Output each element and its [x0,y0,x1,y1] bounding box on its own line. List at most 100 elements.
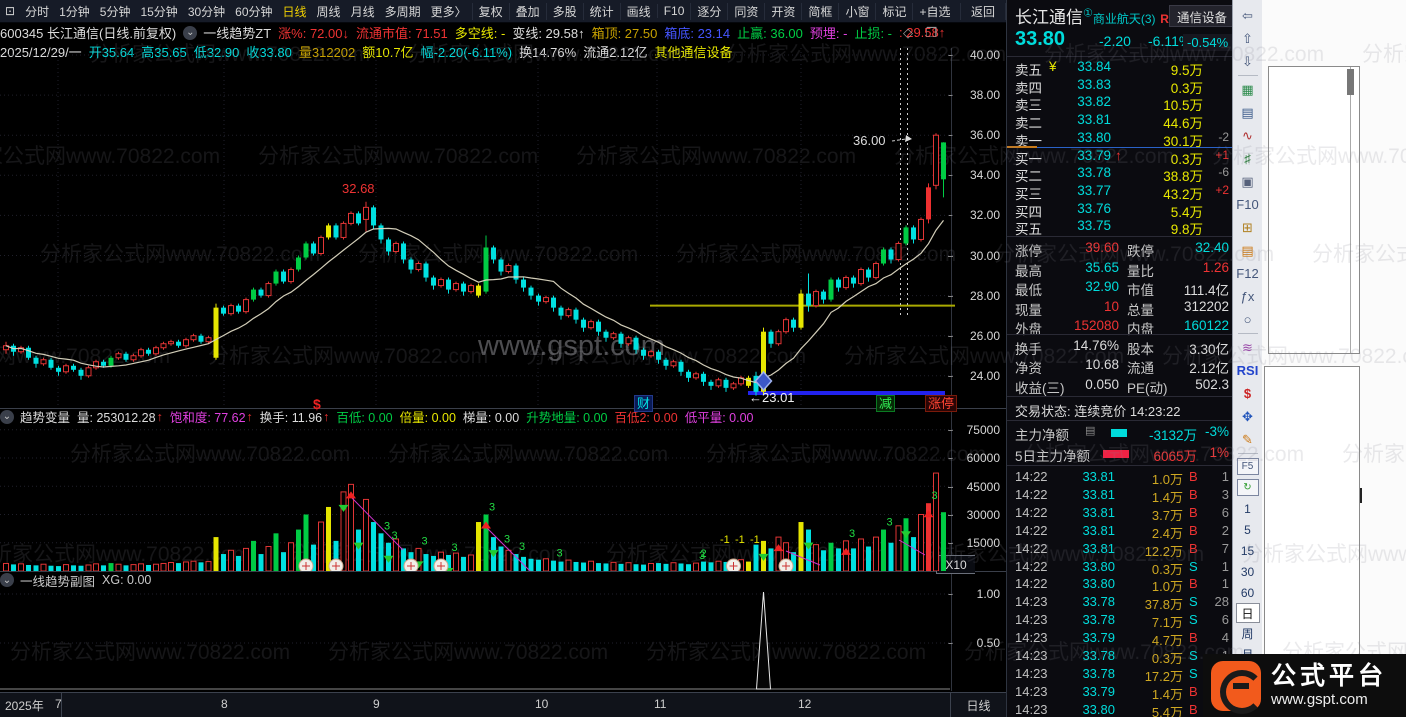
back-arrow-icon[interactable]: ⇦ [1242,7,1253,23]
formula-icon[interactable]: ƒx [1240,289,1255,304]
period-30[interactable]: 30 [1240,564,1255,579]
period-5[interactable]: 5 [1244,522,1251,537]
menu-period-分时[interactable]: 分时 [25,4,50,19]
quote-grid-icon[interactable]: ▤ [1241,104,1254,120]
menu-tool-逐分[interactable]: 逐分 [690,2,727,20]
info-segment: 流通市值: 71.51 [355,26,448,41]
pencil-icon[interactable]: ✎ [1242,431,1253,447]
price-change: -2.20 [1099,33,1131,49]
menu-period-30分钟[interactable]: 30分钟 [187,4,226,19]
month-label-8: 8 [221,697,228,711]
menu-tool-+自选[interactable]: +自选 [912,2,956,20]
period-15[interactable]: 15 [1240,543,1255,558]
menu-tool-F10[interactable]: F10 [656,4,691,18]
trend-line-icon[interactable]: ∿ [1242,127,1253,143]
menu-tool-小窗[interactable]: 小窗 [838,2,875,20]
menu-tool-复权[interactable]: 复权 [471,2,509,20]
menu-period-日线[interactable]: 日线 [282,4,307,19]
dollar-marker: $ [313,396,321,412]
multi-pane-icon[interactable]: ▣ [1241,173,1254,189]
volume-indicator-collapse-icon[interactable]: ⌄ [0,409,14,424]
axis-tick-label: 75000 [966,423,1000,437]
up-arrow-icon[interactable]: ⇧ [1242,30,1253,46]
period-day[interactable]: 日 [1235,603,1260,623]
period-60[interactable]: 60 [1240,585,1255,600]
back-button[interactable]: 返回 [959,2,1006,20]
menu-tool-开资[interactable]: 开资 [764,2,801,20]
info-segment: 涨%: 72.00↓ [278,26,349,41]
menu-period-多周期[interactable]: 多周期 [384,4,421,19]
main-candle-chart[interactable]: 32.68 36.00 ←23.01 [0,48,955,408]
current-period-label[interactable]: 日线 [950,693,1006,717]
indicator-collapse-icon[interactable]: ⌄ [183,25,198,40]
menu-period-更多〉[interactable]: 更多〉 [430,4,467,19]
sub-indicator-chart[interactable] [0,584,955,690]
right-dock [1262,0,1406,717]
menu-tool-画线[interactable]: 画线 [619,2,657,20]
dock-panel-top[interactable] [1268,66,1360,354]
pane-divider[interactable] [0,571,1006,572]
menu-tool-同资[interactable]: 同资 [727,2,764,20]
circle-icon[interactable]: ○ [1243,312,1252,327]
kline-icon[interactable]: ♯ [1244,151,1251,166]
indicator-segment: 饱和度: 77.62 [169,411,246,425]
f12-button[interactable]: F12 [1236,266,1259,281]
concept-tag[interactable]: 商业航天(3) [1092,12,1156,26]
info-segment: 止损: - [854,26,892,41]
rsi-button[interactable]: RSI [1236,363,1259,378]
move-icon[interactable]: ✥ [1242,408,1253,424]
info-segment: 额10.7亿 [362,45,414,60]
dock-scrollbar-thumb[interactable] [1347,69,1354,95]
menu-period-15分钟[interactable]: 15分钟 [140,4,178,19]
svg-text:3: 3 [422,535,428,547]
svg-text:-1: -1 [735,534,745,546]
diamond-icon[interactable]: ◇ [903,24,913,40]
ohlc-info-line: 2025/12/29/一 开35.64 高35.65 低32.90 收33.80 量312… [0,42,1006,61]
indicator-segment: 百低2: 0.00 [614,411,678,425]
period-1[interactable]: 1 [1244,501,1251,516]
menu-period-月线[interactable]: 月线 [350,4,375,19]
doc-icon[interactable]: ▤ [1241,242,1254,258]
dock-scrollbar[interactable] [1350,67,1351,353]
menu-tool-多股[interactable]: 多股 [545,2,583,20]
f10-button[interactable]: F10 [1236,197,1259,212]
menu-tool-统计[interactable]: 统计 [582,2,620,20]
menu-period-周线[interactable]: 周线 [316,4,341,19]
refresh-icon[interactable]: ↻ [1236,479,1259,496]
menu-period-60分钟[interactable]: 60分钟 [235,4,273,19]
month-label-7: 7 [55,697,62,711]
cai-marker: 财 [634,395,654,412]
wave-icon[interactable]: ≋ [1242,339,1253,355]
menu-tool-简框[interactable]: 简框 [801,2,838,20]
logo-url: www.gspt.com [1271,691,1368,709]
window-icon[interactable]: ⊡ [5,4,16,18]
menu-period-1分钟[interactable]: 1分钟 [59,4,90,19]
sector-badge[interactable]: 通信设备 [1169,5,1235,27]
f5-button[interactable]: F5 [1236,458,1259,475]
gspt-logo-icon [1211,660,1264,714]
money-icon[interactable]: $ [1243,386,1252,401]
indicator-segment: 梯量: 0.00 [462,411,520,425]
menu-tool-标记[interactable]: 标记 [875,2,912,20]
dock-panel-bottom[interactable] [1264,366,1360,658]
axis-tick-label: 30.00 [969,248,1000,263]
info-segment: 多空线: - [454,26,506,41]
volume-indicator-header: ⌄ 趋势变量 量: 253012.28 ↑ 饱和度: 77.62 ↑ 换手: 11.96 ↑ 百… [0,408,1006,425]
svg-text:3: 3 [699,550,705,562]
sub-indicator-collapse-icon[interactable]: ⌄ [0,573,14,587]
sub-indicator-header: ⌄ 一线趋势副图 XG: 0.00 [0,572,1006,588]
axis-tick-label: 0.50 [976,636,1000,650]
menu-period-5分钟[interactable]: 5分钟 [99,4,131,19]
trading-status: 交易状态: 连续竞价 14:23:22 [1015,404,1181,419]
stock-name[interactable]: 长江通信①商业航天(3) R [1015,7,1169,27]
report-icon[interactable]: ▦ [1241,81,1254,97]
down-arrow-icon[interactable]: ⇩ [1242,53,1253,69]
period-week[interactable]: 周 [1241,627,1254,641]
svg-text:3: 3 [384,520,390,532]
stock-code-title[interactable]: 600345 长江通信(日线.前复权) [0,26,177,41]
pane-divider[interactable] [0,408,1006,409]
block-tree-icon[interactable]: ⊞ [1242,219,1253,235]
menu-tool-叠加[interactable]: 叠加 [508,2,546,20]
panel-toggle-icon[interactable]: ❐ [925,24,937,40]
